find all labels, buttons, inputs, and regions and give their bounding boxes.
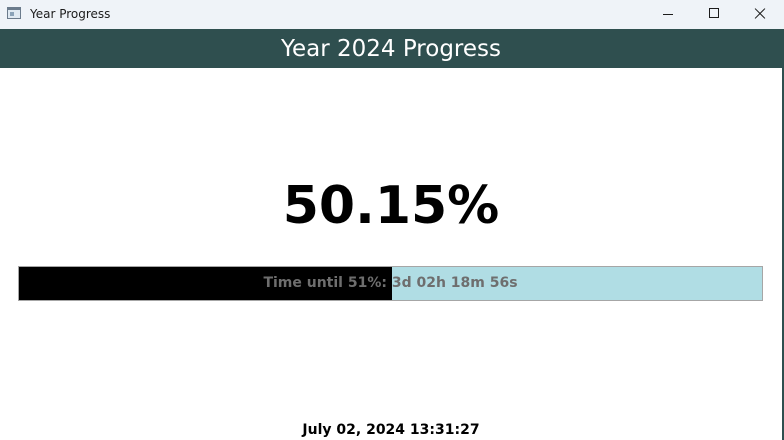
progress-bar-label: Time until 51%: 3d 02h 18m 56s (263, 275, 518, 291)
progress-percent: 50.15% (282, 176, 500, 236)
progress-bar-fill (19, 267, 392, 300)
minimize-icon[interactable] (645, 0, 691, 29)
page-title: Year 2024 Progress (280, 36, 501, 62)
header-banner: Year 2024 Progress (0, 29, 784, 68)
current-datetime: July 02, 2024 13:31:27 (302, 422, 480, 438)
maximize-icon[interactable] (691, 0, 737, 29)
window-border (782, 68, 784, 440)
window-titlebar: Year Progress (0, 0, 784, 29)
window-title: Year Progress (30, 7, 111, 21)
year-progress-bar: Time until 51%: 3d 02h 18m 56s (18, 266, 763, 301)
app-window-icon (7, 7, 21, 19)
close-icon[interactable] (737, 0, 783, 29)
